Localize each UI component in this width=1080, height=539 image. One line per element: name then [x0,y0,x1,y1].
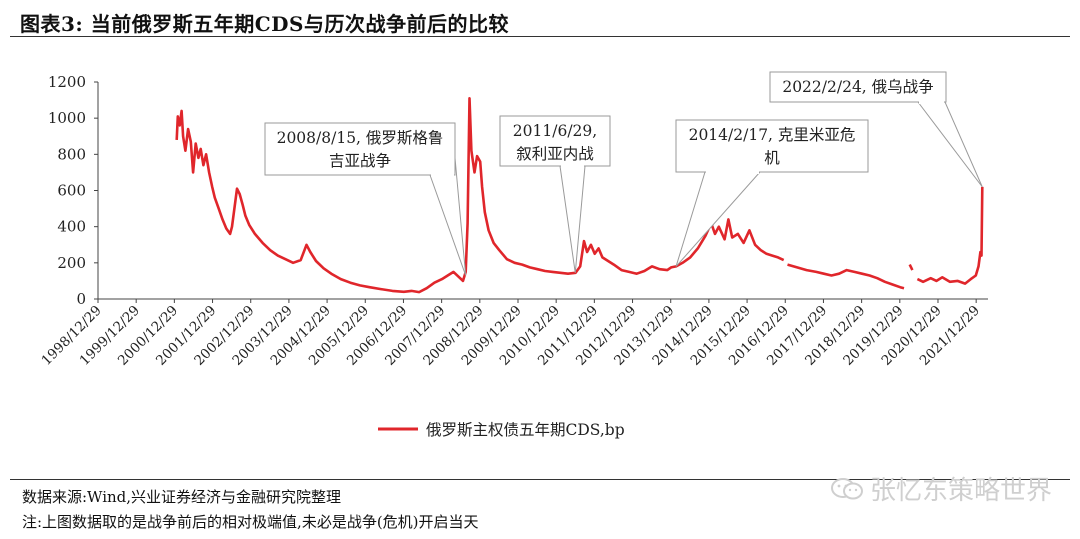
callout-box [769,71,947,103]
footnote: 注:上图数据取的是战争前后的相对极端值,未必是战争(危机)开启当天 [22,513,479,531]
y-tick-label: 200 [57,254,86,272]
y-tick-label: 1000 [48,109,86,127]
title-divider [10,36,1070,37]
callout-gap [561,164,584,168]
watermark: 张忆东策略世界 [830,470,1052,507]
callout-text: 吉亚战争 [329,152,391,170]
callout-pointer [916,101,983,188]
y-tick-label: 400 [57,218,86,236]
callout-box [264,122,456,176]
watermark-text: 张忆东策略世界 [869,476,1052,506]
y-tick-label: 1200 [48,73,86,91]
callout-box [499,115,611,167]
cds-line-chart: 0200400600800100012001998/12/291999/12/2… [38,71,988,439]
callout-gap [706,170,759,174]
callout-text: 2008/8/15, 俄罗斯格鲁 [277,129,444,147]
footer-divider [10,479,1070,480]
callout-gap [431,173,454,177]
series-line [916,186,984,285]
source-note: 数据来源:Wind,兴业证券经济与金融研究院整理 [22,488,342,506]
callout-box [675,119,869,173]
chart-legend: 俄罗斯主权债五年期CDS,bp [378,421,625,439]
series-line [908,264,914,271]
callout-text: 2011/6/29, [513,122,597,140]
y-tick-label: 0 [76,290,86,308]
callout-pointer [675,171,762,267]
series-line [787,263,905,290]
figure-title: 图表3: 当前俄罗斯五年期CDS与历次战争前后的比较 [20,12,509,36]
y-tick-label: 600 [57,182,86,200]
legend-label: 俄罗斯主权债五年期CDS,bp [426,421,625,439]
y-tick-label: 800 [57,145,86,163]
wechat-icon [830,477,863,499]
callout-gap [919,100,944,104]
callout-text: 机 [764,149,780,167]
callout-text: 叙利亚内战 [516,145,594,163]
callout-text: 2022/2/24, 俄乌战争 [782,78,933,96]
callout-text: 2014/2/17, 克里米亚危 [689,126,856,144]
